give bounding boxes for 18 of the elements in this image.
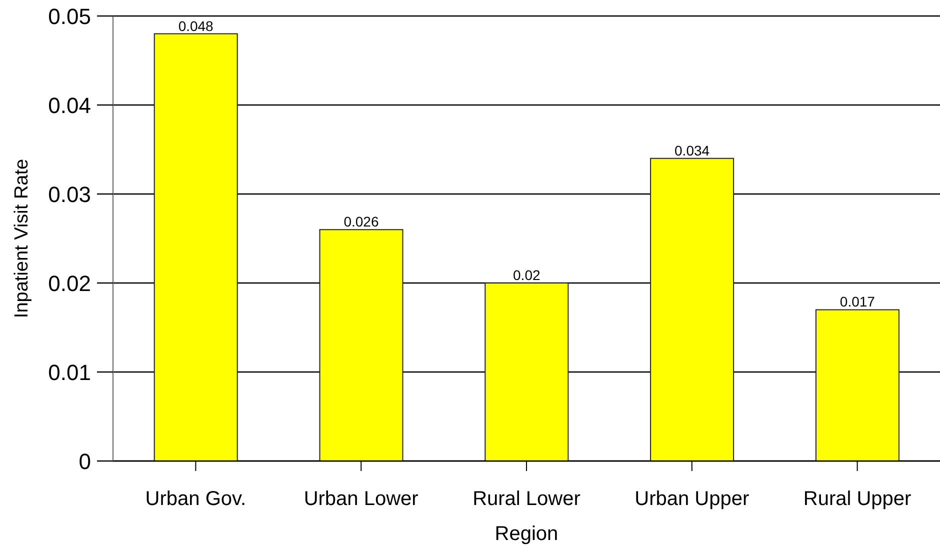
data-label: 0.017 bbox=[840, 294, 876, 310]
x-tick-label: Urban Gov. bbox=[145, 488, 246, 510]
y-tick-label: 0.05 bbox=[48, 4, 91, 29]
y-tick-label: 0.04 bbox=[48, 92, 91, 118]
y-tick-label: 0 bbox=[78, 448, 91, 474]
data-label: 0.034 bbox=[674, 142, 710, 158]
x-tick-label: Urban Upper bbox=[634, 488, 750, 510]
x-tick-label: Rural Lower bbox=[472, 488, 581, 510]
x-tick-label: Rural Upper bbox=[803, 488, 912, 510]
data-label: 0.048 bbox=[178, 18, 214, 34]
y-tick-label: 0.03 bbox=[48, 182, 91, 207]
y-axis-title: Inpatient Visit Rate bbox=[12, 158, 32, 318]
data-label: 0.02 bbox=[513, 267, 540, 283]
data-label: 0.026 bbox=[344, 214, 379, 230]
x-tick-label: Urban Lower bbox=[304, 488, 419, 510]
y-tick-label: 0.01 bbox=[48, 360, 91, 385]
x-axis-title: Region bbox=[494, 523, 558, 545]
y-tick-label: 0.02 bbox=[48, 270, 91, 296]
